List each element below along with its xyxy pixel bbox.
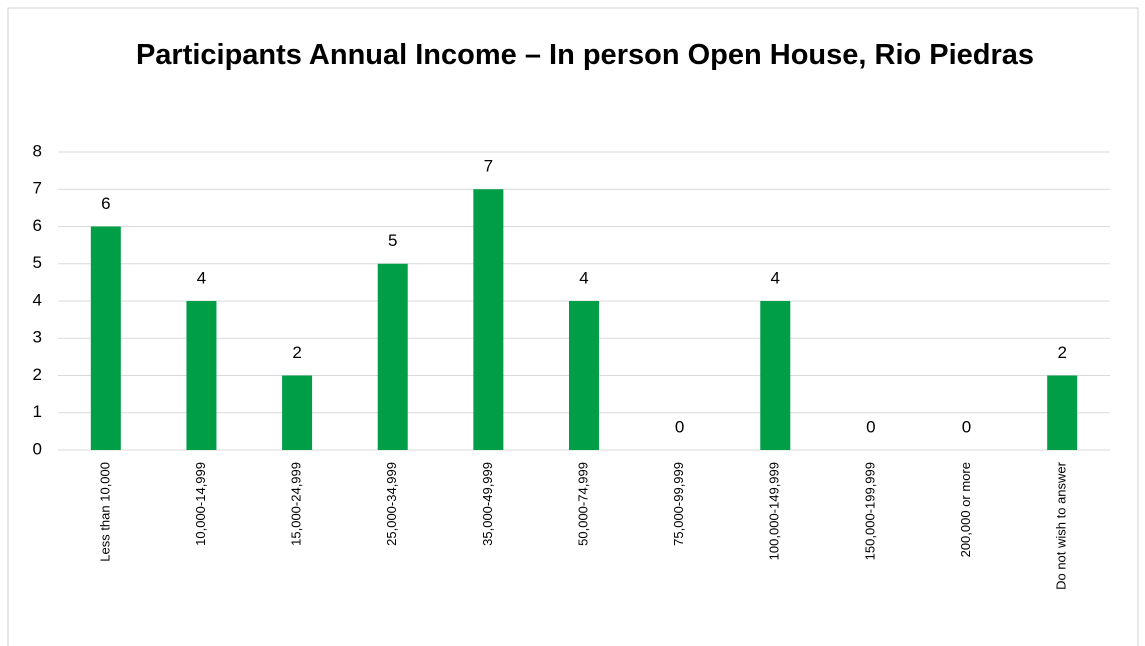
bar [186,301,217,450]
data-label: 7 [484,157,493,176]
bar [90,226,121,450]
chart-title: Participants Annual Income – In person O… [135,39,1035,71]
data-label: 0 [962,417,971,436]
x-tick-label: Do not wish to answer [1054,461,1069,590]
y-tick-label: 4 [33,290,42,309]
data-label: 4 [197,268,206,287]
x-tick-label: 10,000-14,999 [193,462,208,546]
y-tick-label: 0 [33,439,42,458]
data-label: 5 [388,231,397,250]
data-label: 0 [675,417,684,436]
bar [760,301,791,450]
x-tick-label: 100,000-149,999 [767,462,782,560]
x-tick-label: Less than 10,000 [97,462,112,562]
data-label: 0 [866,417,875,436]
x-tick-label: 35,000-49,999 [480,462,495,546]
data-label: 4 [579,268,588,287]
chart-border [7,7,1139,646]
y-tick-label: 1 [33,402,42,421]
x-tick-label: 150,000-199,999 [862,462,877,560]
y-tick-label: 7 [33,179,42,198]
x-tick-label: 75,000-99,999 [671,462,686,546]
bar [377,263,408,450]
y-tick-label: 6 [33,216,42,235]
x-tick-label: 15,000-24,999 [289,462,304,546]
data-label: 2 [1057,343,1066,362]
bar [569,301,599,450]
data-label: 6 [101,194,110,213]
data-label: 4 [771,268,780,287]
bar [473,189,504,450]
y-tick-label: 3 [33,328,42,347]
y-tick-label: 5 [33,253,42,272]
x-tick-label: 200,000 or more [958,462,973,557]
data-label: 2 [292,343,301,362]
x-tick-label: 50,000-74,999 [575,462,590,546]
bar [1047,375,1078,450]
bar [282,375,313,450]
y-tick-label: 8 [33,141,42,160]
y-tick-label: 2 [33,365,42,384]
x-tick-label: 25,000-34,999 [384,462,399,546]
